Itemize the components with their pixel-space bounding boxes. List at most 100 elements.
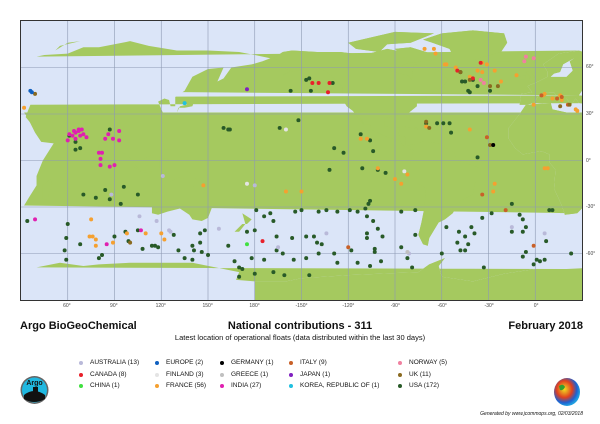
float-marker-usa[interactable] — [544, 239, 549, 244]
float-marker-usa[interactable] — [288, 88, 293, 93]
float-marker-usa[interactable] — [198, 240, 203, 245]
float-marker-usa[interactable] — [509, 201, 514, 206]
float-marker-usa[interactable] — [64, 257, 69, 262]
float-marker-australia[interactable] — [160, 174, 165, 178]
float-marker-usa[interactable] — [399, 245, 404, 250]
float-marker-usa[interactable] — [399, 209, 404, 214]
float-marker-usa[interactable] — [363, 206, 368, 211]
float-marker-usa[interactable] — [534, 257, 539, 262]
float-marker-europe[interactable] — [29, 90, 34, 95]
float-marker-india[interactable] — [76, 127, 81, 132]
float-marker-usa[interactable] — [319, 242, 324, 247]
float-marker-usa[interactable] — [153, 243, 158, 248]
float-marker-usa[interactable] — [202, 228, 207, 233]
float-marker-usa[interactable] — [379, 259, 384, 264]
float-marker-canada[interactable] — [455, 68, 460, 73]
float-marker-usa[interactable] — [341, 150, 346, 155]
float-marker-finland[interactable] — [283, 127, 288, 132]
float-marker-france[interactable] — [575, 108, 580, 113]
float-marker-france[interactable] — [531, 102, 536, 107]
float-marker-usa[interactable] — [413, 232, 418, 237]
float-marker-usa[interactable] — [520, 229, 525, 234]
float-marker-usa[interactable] — [480, 215, 485, 220]
float-marker-usa[interactable] — [226, 243, 231, 248]
float-marker-france[interactable] — [475, 68, 480, 73]
float-marker-usa[interactable] — [349, 248, 354, 253]
float-marker-france[interactable] — [484, 62, 489, 67]
float-marker-france[interactable] — [375, 166, 380, 171]
float-marker-usa[interactable] — [262, 257, 267, 262]
float-marker-usa[interactable] — [227, 127, 232, 132]
float-marker-norway[interactable] — [522, 59, 527, 64]
float-marker-usa[interactable] — [252, 271, 257, 276]
float-marker-usa[interactable] — [107, 197, 112, 202]
float-marker-australia[interactable] — [216, 226, 221, 231]
float-marker-france[interactable] — [143, 231, 148, 236]
float-marker-usa[interactable] — [112, 234, 117, 239]
float-marker-usa[interactable] — [463, 234, 468, 239]
float-marker-usa[interactable] — [355, 209, 360, 214]
float-marker-india[interactable] — [104, 242, 109, 247]
float-marker-usa[interactable] — [364, 214, 369, 219]
float-marker-usa[interactable] — [475, 155, 480, 160]
float-marker-usa[interactable] — [240, 267, 245, 272]
float-marker-usa[interactable] — [475, 84, 480, 89]
float-marker-usa[interactable] — [550, 208, 555, 213]
float-marker-india[interactable] — [70, 133, 75, 138]
float-marker-usa[interactable] — [330, 80, 335, 85]
float-marker-usa[interactable] — [316, 251, 321, 256]
float-marker-france[interactable] — [201, 183, 206, 188]
float-marker-usa[interactable] — [460, 79, 465, 84]
float-marker-france[interactable] — [422, 46, 427, 51]
float-marker-usa[interactable] — [96, 256, 101, 261]
float-marker-italy[interactable] — [559, 94, 564, 99]
float-marker-france[interactable] — [162, 237, 167, 242]
float-marker-uk[interactable] — [33, 91, 38, 96]
float-marker-usa[interactable] — [523, 249, 528, 254]
float-marker-usa[interactable] — [107, 127, 112, 132]
float-marker-usa[interactable] — [364, 231, 369, 236]
float-marker-italy[interactable] — [539, 93, 544, 98]
float-marker-usa[interactable] — [371, 149, 376, 154]
float-marker-usa[interactable] — [332, 146, 337, 151]
float-marker-australia[interactable] — [509, 225, 514, 230]
float-marker-australia[interactable] — [109, 192, 114, 197]
float-marker-usa[interactable] — [368, 263, 373, 268]
float-marker-india[interactable] — [81, 132, 86, 137]
float-marker-usa[interactable] — [271, 270, 276, 275]
float-marker-india[interactable] — [33, 217, 38, 222]
float-marker-uk[interactable] — [488, 143, 493, 147]
float-marker-usa[interactable] — [542, 257, 547, 262]
float-marker-usa[interactable] — [520, 254, 525, 259]
float-marker-usa[interactable] — [472, 231, 477, 236]
float-marker-usa[interactable] — [118, 201, 123, 206]
float-marker-finland[interactable] — [402, 169, 407, 174]
float-marker-usa[interactable] — [455, 240, 460, 245]
float-marker-usa[interactable] — [249, 256, 254, 261]
float-marker-uk[interactable] — [424, 119, 429, 124]
float-marker-usa[interactable] — [372, 246, 377, 251]
float-marker-usa[interactable] — [327, 167, 332, 172]
float-marker-india[interactable] — [98, 156, 103, 161]
float-marker-canada[interactable] — [260, 239, 265, 244]
float-marker-india[interactable] — [107, 164, 112, 169]
float-marker-usa[interactable] — [537, 259, 542, 264]
float-marker-usa[interactable] — [191, 248, 196, 253]
float-marker-france[interactable] — [444, 62, 449, 67]
float-marker-usa[interactable] — [463, 79, 468, 84]
float-marker-usa[interactable] — [135, 192, 140, 197]
float-marker-usa[interactable] — [469, 225, 474, 230]
float-marker-usa[interactable] — [93, 195, 98, 200]
float-marker-france[interactable] — [542, 166, 547, 171]
float-marker-india[interactable] — [65, 138, 70, 143]
float-marker-usa[interactable] — [509, 229, 514, 234]
float-marker-germany[interactable] — [491, 143, 496, 147]
float-marker-france[interactable] — [87, 234, 92, 239]
float-marker-australia[interactable] — [276, 245, 281, 250]
float-marker-canada[interactable] — [470, 76, 475, 81]
float-marker-australia[interactable] — [137, 214, 142, 219]
float-marker-france[interactable] — [492, 181, 497, 186]
float-marker-usa[interactable] — [103, 188, 108, 192]
float-marker-australia[interactable] — [252, 183, 257, 188]
float-marker-usa[interactable] — [78, 146, 83, 151]
